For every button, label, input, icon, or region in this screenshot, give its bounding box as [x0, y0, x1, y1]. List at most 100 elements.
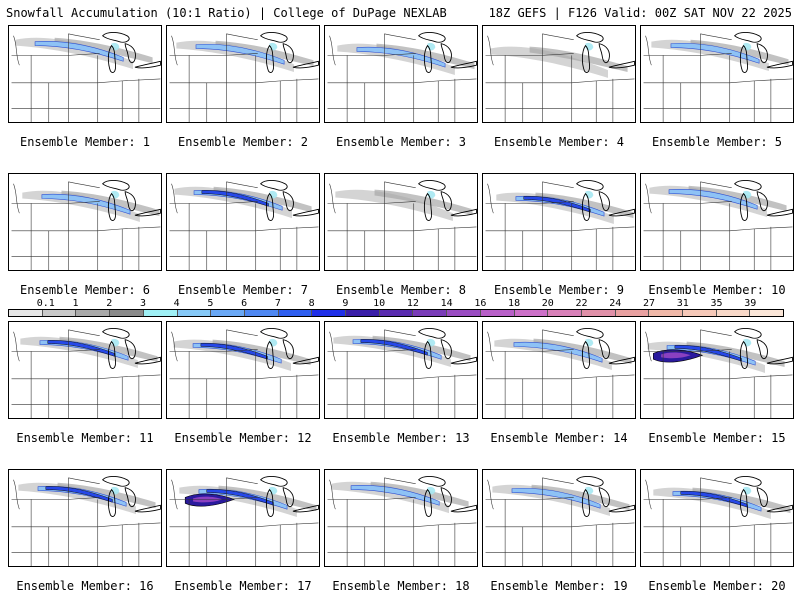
great-lakes: [575, 180, 635, 222]
snow-band-gray: [529, 46, 628, 73]
state-borders: [643, 33, 793, 122]
ensemble-member-label: Ensemble Member: 16: [16, 579, 154, 593]
ensemble-member-label: Ensemble Member: 12: [174, 431, 312, 445]
snow-band-blue: [360, 339, 428, 356]
colorbar-tick-label: 6: [241, 298, 248, 309]
map-svg: [485, 328, 635, 418]
great-lakes: [575, 476, 635, 518]
state-borders: [169, 477, 319, 566]
state-borders: [11, 477, 161, 566]
colorbar-swatch: [413, 310, 448, 316]
snowfall-shading: [176, 40, 314, 73]
colorbar-swatch: [480, 310, 515, 316]
snow-band-cyan: [515, 195, 605, 217]
state-borders: [485, 477, 635, 566]
colorbar-swatch: [244, 310, 279, 316]
ensemble-member-label: Ensemble Member: 17: [174, 579, 312, 593]
colorbar-swatch: [143, 310, 178, 316]
colorbar-tick-label: 20: [541, 298, 554, 309]
colorbar-tick-label: 8: [308, 298, 315, 309]
map-svg: [643, 180, 793, 270]
snow-band-cyan: [193, 190, 283, 211]
great-lakes: [417, 476, 477, 518]
colorbar-swatch: [346, 310, 380, 316]
ensemble-member-map: [8, 321, 162, 419]
snow-band-blue: [47, 340, 115, 357]
state-borders: [327, 329, 477, 418]
ensemble-member-label: Ensemble Member: 11: [16, 431, 154, 445]
map-svg: [169, 32, 319, 122]
colorbar-tick-label: 24: [609, 298, 622, 309]
map-svg: [169, 476, 319, 566]
state-borders: [643, 477, 793, 566]
snow-band-cyan: [672, 490, 762, 512]
snow-band-cyan: [356, 46, 446, 68]
colorbar-swatch: [9, 310, 43, 316]
great-lakes: [733, 180, 793, 222]
colorbar-swatch: [312, 310, 347, 316]
colorbar-tick-label: 10: [373, 298, 386, 309]
colorbar-tick-label: 9: [342, 298, 349, 309]
snow-band-cyan: [198, 488, 288, 510]
colorbar-tick-label: 27: [643, 298, 656, 309]
map-svg: [11, 32, 161, 122]
snow-band-blue: [201, 190, 269, 207]
snow-band-cyan: [192, 342, 282, 364]
colorbar-swatch: [649, 310, 684, 316]
great-lakes: [733, 32, 793, 74]
ensemble-member-label: Ensemble Member: 7: [177, 283, 309, 297]
model-run-info: 18Z GEFS | F126 Valid: 00Z SAT NOV 22 20…: [488, 6, 792, 20]
great-lakes: [575, 328, 635, 370]
snowfall-shading: [331, 481, 469, 514]
snow-band-light: [490, 46, 608, 78]
state-borders: [169, 33, 319, 122]
map-svg: [485, 32, 635, 122]
ensemble-member-label: Ensemble Member: 8: [335, 283, 467, 297]
colorbar-swatch: [177, 310, 212, 316]
colorbar-tick-label: 2: [106, 298, 113, 309]
state-borders: [327, 33, 477, 122]
great-lakes: [101, 180, 161, 222]
snowfall-shading: [496, 190, 634, 224]
ensemble-member-map: [482, 321, 636, 419]
ensemble-member-map: [8, 25, 162, 123]
ensemble-member-map: [166, 321, 320, 419]
ensemble-member-map: [8, 173, 162, 271]
colorbar-swatch: [514, 310, 549, 316]
map-svg: [169, 180, 319, 270]
colorbar-tick-label: 18: [508, 298, 521, 309]
colorbar-swatches: [8, 309, 784, 317]
map-svg: [327, 476, 477, 566]
state-borders: [485, 33, 635, 122]
ensemble-member-label: Ensemble Member: 3: [335, 135, 467, 149]
colorbar-swatch: [278, 310, 313, 316]
snow-band-blue: [200, 343, 268, 360]
colorbar-tick-label: 3: [139, 298, 146, 309]
map-svg: [327, 328, 477, 418]
colorbar-swatch: [716, 310, 751, 316]
state-borders: [485, 329, 635, 418]
great-lakes: [259, 32, 319, 74]
colorbar-swatch: [581, 310, 616, 316]
great-lakes: [259, 476, 319, 518]
colorbar-swatch: [615, 310, 650, 316]
ensemble-member-label: Ensemble Member: 1: [19, 135, 151, 149]
colorbar-tick-label: 16: [474, 298, 487, 309]
snowfall-shading: [653, 486, 791, 519]
map-svg: [11, 476, 161, 566]
map-svg: [327, 180, 477, 270]
ensemble-member-label: Ensemble Member: 15: [648, 431, 786, 445]
colorbar-swatch: [211, 310, 245, 316]
snow-band-light: [335, 189, 453, 222]
great-lakes: [575, 32, 635, 74]
great-lakes: [101, 328, 161, 370]
great-lakes: [417, 180, 477, 222]
snowfall-shading: [337, 42, 475, 75]
ensemble-member-map: [482, 25, 636, 123]
great-lakes: [101, 32, 161, 74]
colorbar-swatch: [447, 310, 481, 316]
colorbar-tick-label: 0.1: [36, 298, 55, 309]
snowfall-shading: [22, 190, 160, 222]
snow-band-blue: [674, 345, 742, 362]
great-lakes: [417, 32, 477, 74]
